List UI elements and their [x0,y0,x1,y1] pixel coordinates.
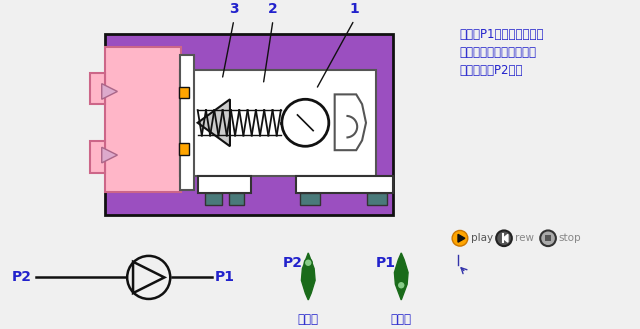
Bar [180,70,376,176]
Text: P1: P1 [376,256,396,270]
Bar [180,55,194,190]
Bar [90,141,105,173]
Circle shape [496,230,512,246]
Text: 1: 1 [349,2,359,16]
Text: P2: P2 [12,270,31,285]
Circle shape [452,230,468,246]
Text: 3: 3 [229,2,239,16]
Bar [205,193,222,205]
Text: 流体从P1流入时，克服弹
簧力推动阀芯，使通道接
通，流体从P2流出: 流体从P1流入时，克服弹 簧力推动阀芯，使通道接 通，流体从P2流出 [459,28,543,77]
Text: P1: P1 [215,270,235,285]
Polygon shape [301,253,315,300]
Polygon shape [102,84,117,99]
Polygon shape [458,234,465,242]
Bar [105,47,181,192]
Circle shape [282,99,329,146]
Text: 进油口: 进油口 [391,313,412,326]
Circle shape [305,259,312,267]
Polygon shape [198,99,230,146]
Bar [229,193,244,205]
Bar [296,176,394,193]
Bar [196,107,283,139]
Text: play: play [471,233,493,243]
Bar [198,176,252,193]
Text: stop: stop [559,233,582,243]
Bar [179,87,189,98]
Bar [90,73,105,104]
Text: 出油口: 出油口 [298,313,319,326]
Text: rew: rew [515,233,534,243]
Bar [300,193,320,205]
Bar [545,235,551,241]
Polygon shape [394,253,408,300]
Polygon shape [335,94,366,150]
Text: 2: 2 [268,2,278,16]
Bar [179,143,189,155]
Circle shape [397,281,405,289]
Circle shape [540,230,556,246]
Polygon shape [102,147,117,163]
Text: P2: P2 [283,256,303,270]
Polygon shape [503,234,508,242]
Bar [105,34,394,215]
Bar [367,193,387,205]
